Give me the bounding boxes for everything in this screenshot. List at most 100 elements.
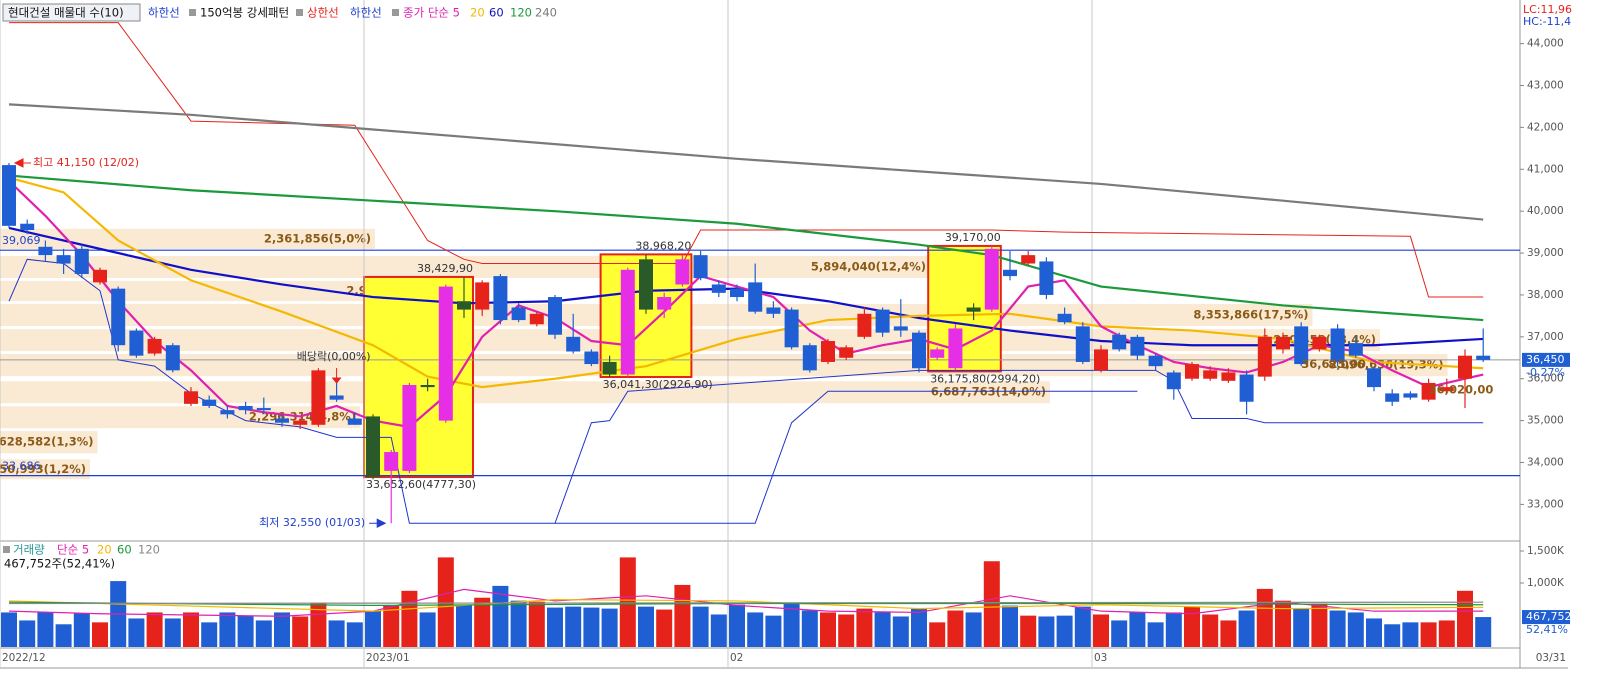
volume-bar [1438, 620, 1455, 647]
volume-bar [1002, 605, 1018, 647]
legend-marker [3, 546, 10, 553]
candle-body [1239, 374, 1254, 402]
candle-body [147, 338, 162, 354]
max-arrow [13, 158, 31, 168]
candle-body [984, 248, 999, 310]
price-note: 36,020,00 [1429, 382, 1494, 396]
band-label: 8,096,656(19,3%) [1328, 358, 1443, 372]
volume-bar [929, 622, 946, 647]
candle-body [948, 328, 963, 369]
legend-entry: 60 [489, 6, 504, 20]
volume-bar [674, 584, 691, 647]
candle-body [384, 452, 399, 471]
volume-bar [19, 620, 36, 647]
candle-body [275, 418, 289, 423]
candle-body [493, 276, 508, 321]
candle-body [420, 385, 435, 388]
volume-bar [874, 612, 891, 647]
volume-bar [55, 624, 72, 647]
candle-body [693, 255, 708, 279]
volume-bar [1111, 620, 1128, 647]
volume-bar [656, 609, 673, 647]
volume-legend: 120 [138, 543, 160, 557]
moving-average [8, 176, 1484, 389]
legend-entry: 20 [470, 6, 485, 20]
volume-bar [1256, 588, 1273, 647]
volume-bar [383, 605, 400, 647]
volume-bar [820, 612, 836, 647]
candle-body [748, 282, 763, 312]
box-low-label: 33,652,60(4777,30) [366, 478, 476, 491]
volume-bar [1147, 622, 1164, 647]
volume-bar [1275, 600, 1291, 647]
candle-body [584, 351, 599, 365]
candle-body [1385, 393, 1400, 402]
volume-legend: 20 [97, 543, 112, 557]
bound-line [8, 258, 1484, 524]
candle-body [329, 395, 344, 400]
volume-band [0, 459, 90, 480]
price-tag [1522, 352, 1570, 367]
candle-body [857, 313, 872, 337]
volume-bar [1038, 616, 1055, 647]
level-label: 39,069 [2, 234, 41, 247]
volume-bar [583, 607, 600, 647]
candle-body [966, 307, 981, 312]
volume-band [0, 228, 375, 249]
candle-body [548, 297, 562, 335]
volume-bar [1, 612, 17, 647]
candle-body [20, 223, 35, 231]
legend-marker [392, 9, 399, 16]
candle-body [1148, 355, 1163, 367]
volume-bar [292, 616, 309, 647]
corner-label: HC:-11,4 [1523, 15, 1571, 28]
volume-bar [1366, 618, 1382, 647]
candle-body [1367, 368, 1381, 388]
volume-bar [73, 613, 90, 647]
volume-bar [128, 618, 145, 647]
volume-bar [492, 585, 509, 647]
volume-average [8, 599, 1484, 612]
x-tick-label: 03 [1094, 652, 1107, 664]
volume-average [8, 588, 1484, 617]
bound-line [9, 22, 1484, 298]
candle-body [1294, 326, 1309, 365]
candle-body [875, 309, 890, 333]
volume-bar [983, 561, 1000, 647]
volume-average [8, 601, 1484, 605]
candle-body [1057, 313, 1072, 323]
volume-bar [911, 608, 927, 647]
volume-bar [1347, 612, 1364, 647]
volume-band [0, 431, 98, 454]
candle-body [402, 385, 417, 471]
volume-bar [856, 608, 873, 647]
legend-entry: 240 [535, 6, 557, 20]
volume-bar [237, 615, 254, 647]
volume-bar [947, 610, 964, 647]
candle-body [38, 246, 53, 256]
volume-bar [638, 606, 654, 647]
band-label: 5,894,040(12,4%) [811, 259, 926, 273]
volume-bar [747, 612, 764, 647]
candle-body [711, 284, 726, 293]
max-label: 최고 41,150 (12/02) [33, 156, 139, 169]
legend-entry: 하한선 [350, 6, 382, 20]
candle-body [675, 259, 690, 285]
volume-bar [1238, 610, 1255, 647]
volume-bar [783, 602, 800, 647]
candle-body [1112, 334, 1127, 350]
candle-body [1330, 328, 1345, 362]
y-tick-label: 1,000K [1527, 577, 1565, 589]
volume-bar [1220, 620, 1237, 647]
volume-bar [146, 612, 163, 647]
candle-body [566, 336, 581, 352]
candle-body [766, 307, 781, 314]
volume-bar [37, 612, 54, 647]
candle-body [1185, 364, 1199, 379]
volume-band [0, 381, 1050, 404]
candle-body [366, 416, 380, 478]
volume-summary: 467,752주(52,41%) [4, 557, 115, 571]
y-tick-label: 36,000 [1527, 373, 1564, 385]
candle-body [1075, 326, 1090, 362]
bound-line [555, 390, 1138, 524]
